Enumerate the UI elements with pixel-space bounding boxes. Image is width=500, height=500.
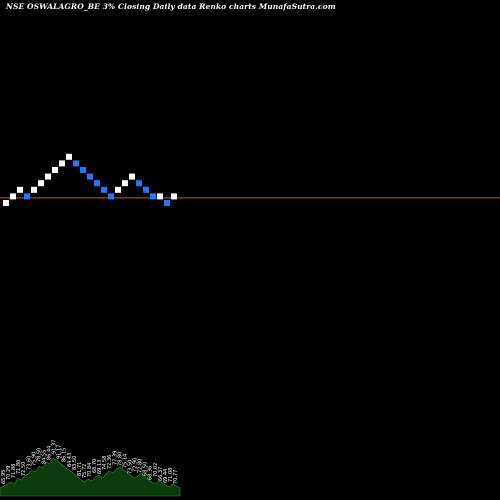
renko-brick-down: [101, 186, 107, 193]
volume-label: 65.95: [1, 470, 7, 484]
volume-label: 84.55: [41, 450, 47, 464]
renko-bricks: [3, 153, 177, 206]
renko-brick-down: [94, 180, 100, 187]
volume-label: 75.90: [31, 452, 37, 466]
renko-brick-up: [17, 186, 23, 193]
volume-label: 86.44: [47, 446, 53, 460]
renko-brick-down: [108, 193, 114, 200]
renko-brick-down: [150, 193, 156, 200]
renko-brick-up: [31, 186, 37, 193]
volume-label: 74.58: [102, 456, 108, 470]
volume-label: 72.50: [21, 462, 27, 476]
volume-label: 91.17: [57, 445, 63, 459]
renko-brick-up: [115, 186, 121, 193]
renko-brick-down: [87, 173, 93, 180]
renko-brick-down: [24, 193, 30, 200]
volume-label: 70.29: [6, 466, 12, 480]
volume-label: 78.80: [117, 452, 123, 466]
volume-label: 72.90: [133, 458, 139, 472]
volume-label: 75.14: [122, 454, 128, 468]
renko-brick-up: [38, 180, 44, 187]
volume-label: 71.80: [16, 460, 22, 474]
volume-label: 69.13: [97, 460, 103, 474]
volume-label: 72.80: [138, 459, 144, 473]
renko-brick-down: [136, 180, 142, 187]
renko-brick-up: [10, 193, 16, 200]
renko-brick-up: [129, 173, 135, 180]
volume-label: 66.37: [158, 467, 164, 481]
renko-brick-down: [143, 186, 149, 193]
volume-label: 69.44: [163, 469, 169, 483]
renko-brick-up: [122, 180, 128, 187]
renko-brick-down: [80, 167, 86, 173]
renko-brick-up: [52, 167, 58, 173]
volume-label: 91.37: [52, 440, 58, 454]
renko-brick-up: [59, 160, 65, 167]
volume-label: 86.15: [62, 448, 68, 462]
volume-label: 71.08: [168, 468, 174, 482]
volume-area: [0, 457, 181, 497]
volume-labels: 65.95 70.29 71.88 71.80 72.50 73.60 75.90 78.50…: [1, 440, 179, 484]
volume-label: 84.43: [67, 453, 73, 467]
volume-label: 73.60: [26, 456, 32, 470]
volume-label: 71.88: [11, 464, 17, 478]
volume-label: 83.50: [72, 456, 78, 470]
volume-label: 68.36: [148, 466, 154, 480]
renko-brick-down: [73, 160, 79, 167]
renko-brick-up: [3, 200, 9, 206]
volume-label: 70.02: [153, 463, 159, 477]
renko-brick-up: [157, 193, 163, 200]
chart-title: NSE OSWALAGRO_BE 3% Closing Daily data R…: [6, 2, 336, 11]
renko-brick-up: [66, 153, 72, 160]
volume-label: 72.36: [107, 455, 113, 469]
volume-label: 77.39: [112, 451, 118, 465]
volume-label: 75.72: [82, 464, 88, 478]
volume-label: 68.50: [143, 462, 149, 476]
renko-brick-down: [164, 200, 170, 206]
renko-brick-up: [45, 173, 51, 180]
renko-brick-up: [171, 193, 177, 200]
volume-label: 81.71: [77, 462, 83, 476]
volume-label: 78.50: [36, 448, 42, 462]
volume-label: 70.77: [173, 470, 179, 484]
volume-label: 73.50: [127, 460, 133, 474]
volume-label: 70.84: [87, 463, 93, 477]
volume-label: 68.70: [92, 459, 98, 473]
